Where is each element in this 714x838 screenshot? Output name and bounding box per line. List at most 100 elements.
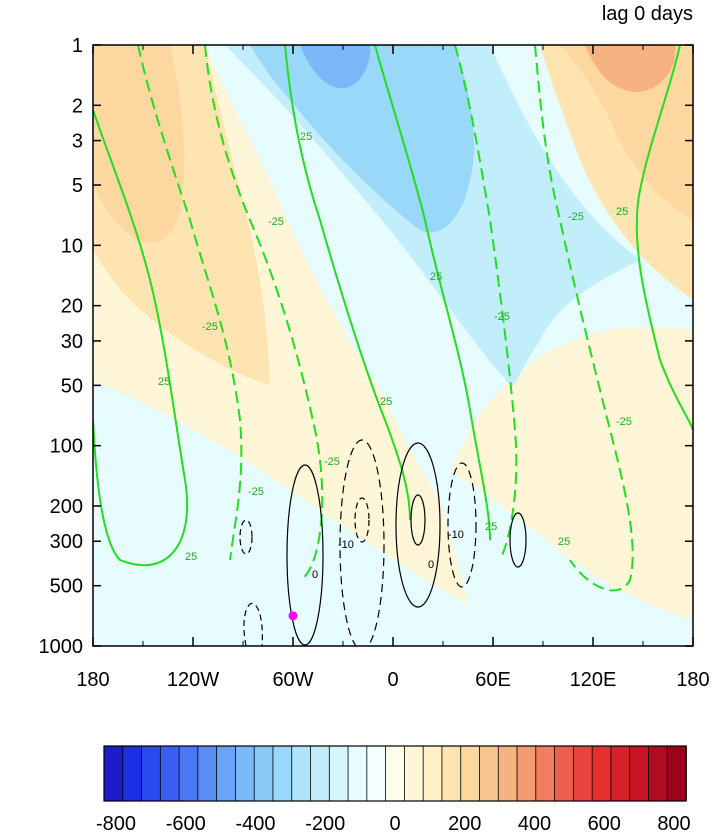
shade-orange-west-dark (93, 45, 185, 243)
colorbar-swatch (460, 745, 481, 802)
colorbar-swatch (572, 745, 593, 802)
black-contour-solid-3 (410, 494, 426, 546)
colorbar-tick-label: 800 (657, 813, 690, 835)
chart-title: lag 0 days (602, 3, 693, 25)
y-tick-label: 100 (50, 436, 83, 458)
colorbar-swatch (648, 745, 669, 802)
black-label-m10-b: -10 (448, 529, 464, 541)
colorbar-swatch (310, 745, 331, 802)
colorbar-tick-label: -200 (305, 813, 345, 835)
y-tick-label: 50 (61, 375, 83, 397)
black-contour-labels: 0 -10 0 -10 (312, 529, 464, 581)
green-contour-solid-4 (635, 45, 693, 431)
colorbar-ticks: -800 -600 -400 -200 0 200 400 600 800 (96, 813, 691, 835)
green-contour-solid-3 (374, 45, 491, 541)
colorbar-tick-label: 200 (448, 813, 481, 835)
colorbar-tick-label: -600 (166, 813, 206, 835)
colorbar-swatch (516, 745, 537, 802)
shade-lightcyan-west (93, 380, 693, 646)
green-label-m25-d: -25 (324, 456, 340, 468)
colorbar-swatch (178, 745, 199, 802)
green-label-m25-f: -25 (568, 211, 584, 223)
location-marker (288, 611, 298, 621)
green-label-25-e: 25 (430, 271, 442, 283)
green-label-25-d: 25 (380, 396, 392, 408)
green-label-25-f: 25 (485, 521, 497, 533)
shade-orange-east-dark (560, 45, 693, 220)
green-label-25-g: 25 (616, 206, 628, 218)
green-label-m25-c: -25 (248, 486, 264, 498)
black-contour-dashed-2 (354, 497, 370, 543)
y-tick-label: 200 (50, 496, 83, 518)
green-contour-solid-2 (284, 45, 411, 521)
shade-blue (300, 45, 371, 89)
colorbar-swatch (554, 745, 575, 802)
colorbar-tick-label: 400 (518, 813, 551, 835)
y-tick-label: 5 (72, 175, 83, 197)
shade-lightcyan-east (430, 460, 693, 646)
black-contour-dashed-1 (339, 439, 385, 646)
colorbar-tick-label: 600 (588, 813, 621, 835)
colorbar-swatch (441, 745, 462, 802)
green-label-m25-g: -25 (616, 416, 632, 428)
y-tick-label: 10 (61, 235, 83, 257)
y-tick-label: 20 (61, 296, 83, 318)
black-contour-dashed-3 (447, 462, 477, 588)
black-contour-solid-2 (395, 442, 441, 608)
y-tick-label: 500 (50, 576, 83, 598)
x-tick-label: 120E (570, 669, 617, 691)
colorbar-swatch (291, 745, 312, 802)
colorbar-swatch (385, 745, 406, 802)
black-contour-solid-4 (509, 512, 527, 568)
green-contour-dashed-1 (137, 45, 243, 561)
colorbar-swatch (103, 745, 124, 802)
shaded-fields (93, 45, 693, 646)
colorbar-swatch (197, 745, 218, 802)
x-tick-label: 180 (676, 669, 709, 691)
colorbar-swatch (328, 745, 349, 802)
black-label-0-a: 0 (312, 569, 318, 581)
y-tick-label: 1000 (39, 636, 84, 658)
colorbar-tick-label: -400 (235, 813, 275, 835)
colorbar-swatch (403, 745, 424, 802)
x-tick-label: 120W (167, 669, 219, 691)
colorbar-swatch (497, 745, 518, 802)
black-contour-solid-1 (286, 464, 324, 646)
colorbar-swatch (347, 745, 368, 802)
colorbar-swatch (122, 745, 143, 802)
colorbar-tick-label: -800 (96, 813, 136, 835)
x-tick-label: 0 (387, 669, 398, 691)
colorbar-swatch (216, 745, 237, 802)
black-label-m10-a: -10 (338, 539, 354, 551)
green-contour-dashed-4 (454, 45, 518, 561)
plot-area: 25 -25 -25 25 -25 25 -25 25 25 -25 25 -2… (93, 45, 693, 646)
shade-lightblue (250, 45, 475, 233)
green-label-25-a: 25 (300, 131, 312, 143)
y-tick-label: 300 (50, 531, 83, 553)
shade-orange-east-darker (585, 45, 676, 92)
x-tick-label: 60W (272, 669, 313, 691)
colorbar-swatch (253, 745, 274, 802)
y-tick-label: 30 (61, 331, 83, 353)
colorbar-swatch (666, 745, 687, 802)
black-label-0-b: 0 (428, 559, 434, 571)
colorbar-swatch (366, 745, 387, 802)
colorbar-swatch (422, 745, 443, 802)
colorbar-swatch (591, 745, 612, 802)
green-label-m25-b: -25 (202, 321, 218, 333)
black-contour-dashed-5 (243, 602, 263, 646)
colorbar-swatch (141, 745, 162, 802)
green-label-m25-e: -25 (494, 311, 510, 323)
colorbar-swatch (535, 745, 556, 802)
colorbar-swatch (159, 745, 180, 802)
x-axis: 180 120W 60W 0 60E 120E 180 (76, 45, 710, 691)
colorbar-frame (103, 745, 687, 802)
green-contour-dashed-3 (534, 45, 634, 592)
black-contours (239, 439, 527, 646)
black-contour-dashed-4 (239, 519, 253, 555)
x-tick-label: 60E (475, 669, 511, 691)
colorbar-swatch (629, 745, 650, 802)
colorbar-swatch (235, 745, 255, 802)
green-contour-solid-1 (93, 109, 189, 567)
